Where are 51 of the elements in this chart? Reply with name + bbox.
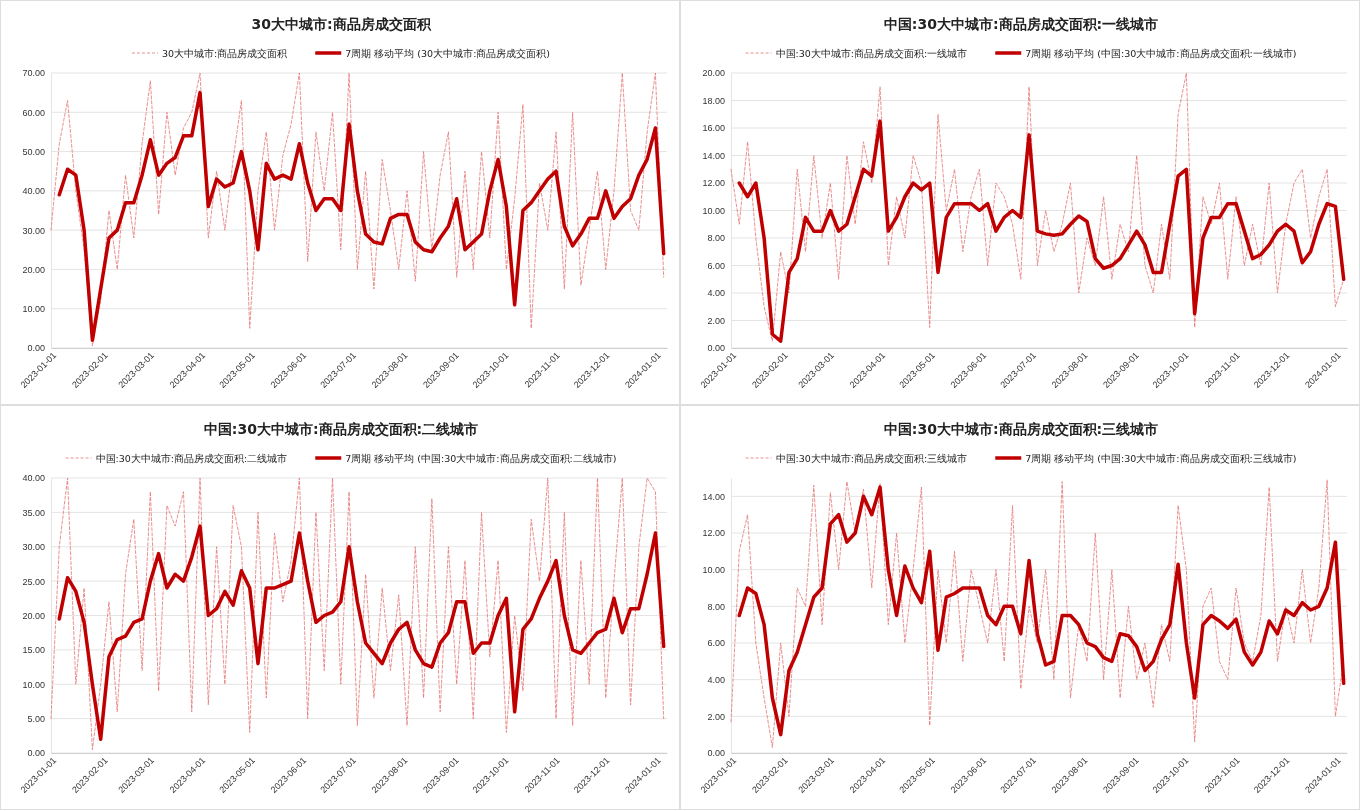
- chart-title: 中国:30大中城市:商品房成交面积:二线城市: [203, 421, 479, 437]
- y-tick-label: 60.00: [22, 107, 45, 118]
- line-series: [50, 477, 665, 750]
- chart-title: 中国:30大中城市:商品房成交面积:三线城市: [883, 421, 1159, 437]
- legend-label: 7周期 移动平均 (中国:30大中城市:商品房成交面积:三线城市): [1025, 452, 1297, 464]
- legend-label: 7周期 移动平均 (30大中城市:商品房成交面积): [345, 47, 551, 59]
- legend-label: 30大中城市:商品房成交面积: [161, 47, 288, 59]
- y-tick-label: 30.00: [22, 542, 45, 553]
- y-tick-label: 6.00: [707, 638, 725, 649]
- y-tick-label: 25.00: [22, 576, 45, 587]
- y-tick-label: 5.00: [27, 714, 45, 725]
- y-tick-label: 2.00: [707, 315, 725, 326]
- y-tick-label: 4.00: [707, 675, 725, 686]
- y-tick-label: 10.00: [702, 565, 725, 576]
- y-tick-label: 70.00: [22, 68, 45, 79]
- y-tick-label: 14.00: [702, 150, 725, 161]
- y-tick-label: 16.00: [702, 123, 725, 134]
- legend-label: 中国:30大中城市:商品房成交面积:二线城市: [95, 452, 288, 464]
- y-tick-label: 14.00: [702, 491, 725, 502]
- y-tick-label: 4.00: [707, 288, 725, 299]
- line-series: [737, 119, 1346, 343]
- y-tick-label: 12.00: [702, 528, 725, 539]
- y-tick-label: 40.00: [22, 186, 45, 197]
- y-tick-label: 20.00: [22, 610, 45, 621]
- y-tick-label: 50.00: [22, 146, 45, 157]
- y-tick-label: 20.00: [22, 264, 45, 275]
- y-tick-label: 18.00: [702, 95, 725, 106]
- legend-label: 中国:30大中城市:商品房成交面积:三线城市: [775, 452, 968, 464]
- chart-title: 30大中城市:商品房成交面积: [251, 16, 432, 32]
- y-tick-label: 10.00: [702, 205, 725, 216]
- y-tick-label: 40.00: [22, 473, 45, 484]
- y-tick-label: 6.00: [707, 260, 725, 271]
- y-tick-label: 10.00: [22, 679, 45, 690]
- y-tick-label: 30.00: [22, 225, 45, 236]
- chart-title: 中国:30大中城市:商品房成交面积:一线城市: [883, 16, 1159, 32]
- y-tick-label: 0.00: [707, 343, 725, 354]
- line-series: [57, 524, 666, 741]
- legend-label: 7周期 移动平均 (中国:30大中城市:商品房成交面积:一线城市): [1025, 47, 1297, 59]
- y-tick-label: 8.00: [707, 601, 725, 612]
- y-tick-label: 12.00: [702, 178, 725, 189]
- y-tick-label: 10.00: [22, 304, 45, 315]
- y-tick-label: 0.00: [27, 748, 45, 759]
- y-tick-label: 2.00: [707, 711, 725, 722]
- y-tick-label: 15.00: [22, 645, 45, 656]
- y-tick-label: 8.00: [707, 233, 725, 244]
- y-tick-label: 0.00: [27, 343, 45, 354]
- y-tick-label: 20.00: [702, 68, 725, 79]
- legend-label: 7周期 移动平均 (中国:30大中城市:商品房成交面积:二线城市): [345, 452, 617, 464]
- legend-label: 中国:30大中城市:商品房成交面积:一线城市: [775, 47, 968, 59]
- y-tick-label: 35.00: [22, 507, 45, 518]
- y-tick-label: 0.00: [707, 748, 725, 759]
